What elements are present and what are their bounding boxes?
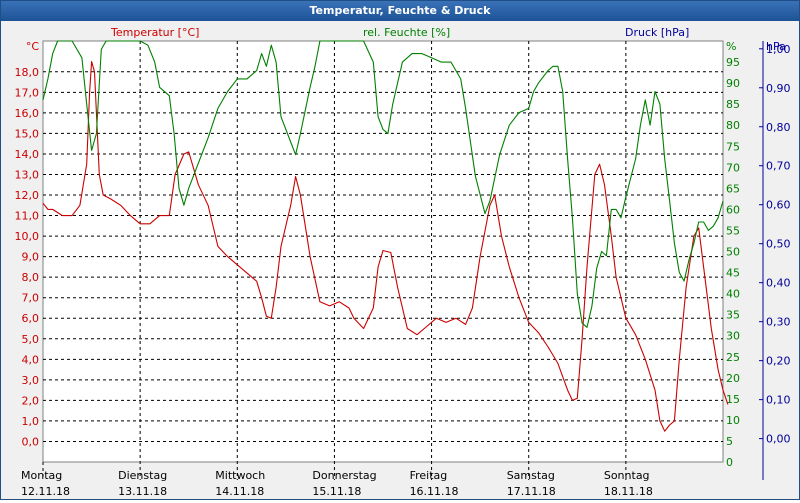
humidity-tick-label: 55 <box>726 224 740 237</box>
pressure-tick-label: 0,20 <box>766 355 791 368</box>
humidity-tick-label: 20 <box>726 372 740 385</box>
temperature-tick-label: 14,0 <box>15 148 40 161</box>
temperature-tick-label: 10,0 <box>15 230 40 243</box>
pressure-axis-label: Druck [hPa] <box>625 26 689 39</box>
temperature-tick-label: 2,0 <box>22 394 40 407</box>
temperature-tick-label: 6,0 <box>22 312 40 325</box>
temperature-tick-label: 7,0 <box>22 292 40 305</box>
temperature-tick-label: 9,0 <box>22 251 40 264</box>
day-date-label: 18.11.18 <box>604 485 653 498</box>
plot-panel: 0,0 1,0 2,0 3,0 4,0 5,0 6,0 7,0 8,0 9,0 10,0 11,0 12… <box>1 21 799 499</box>
humidity-tick-label: 35 <box>726 309 740 322</box>
temperature-series-line <box>42 60 729 432</box>
day-date-label: 17.11.18 <box>507 485 556 498</box>
temperature-tick-label: 1,0 <box>22 415 40 428</box>
humidity-tick-label: 30 <box>726 330 740 343</box>
day-date-label: 15.11.18 <box>312 485 361 498</box>
humidity-axis-label: rel. Feuchte [%] <box>363 26 450 39</box>
humidity-tick-label: 85 <box>726 98 740 111</box>
humidity-tick-label: 70 <box>726 161 740 174</box>
pressure-tick-label: 0,40 <box>766 277 791 290</box>
humidity-tick-label: 45 <box>726 267 740 280</box>
temperature-tick-label: 5,0 <box>22 333 40 346</box>
humidity-tick-label: 65 <box>726 182 740 195</box>
chart-title: Temperatur, Feuchte & Druck <box>1 1 799 21</box>
pressure-tick-label: 1,00 <box>766 43 791 56</box>
temperature-axis-label: Temperatur [°C] <box>110 26 199 39</box>
humidity-series-line <box>42 40 724 328</box>
temperature-tick-label: 18,0 <box>15 66 40 79</box>
day-date-label: 13.11.18 <box>118 485 167 498</box>
temperature-tick-label: 17,0 <box>15 86 40 99</box>
pressure-tick-label: 0,00 <box>766 433 791 446</box>
day-name-label: Dienstag <box>118 469 167 482</box>
humidity-tick-label: 5 <box>726 435 733 448</box>
day-date-label: 16.11.18 <box>410 485 459 498</box>
temperature-unit: °C <box>26 40 40 53</box>
humidity-tick-label: 25 <box>726 351 740 364</box>
humidity-tick-label: 90 <box>726 77 740 90</box>
humidity-tick-label: 95 <box>726 56 740 69</box>
pressure-tick-label: 0,90 <box>766 82 791 95</box>
pressure-unit: hPa <box>766 40 786 53</box>
temperature-tick-label: 4,0 <box>22 353 40 366</box>
humidity-tick-label: 40 <box>726 288 740 301</box>
pressure-tick-label: 0,50 <box>766 238 791 251</box>
humidity-tick-label: 50 <box>726 246 740 259</box>
day-name-label: Donnerstag <box>312 469 376 482</box>
day-name-label: Mittwoch <box>215 469 265 482</box>
day-name-label: Samstag <box>507 469 555 482</box>
temperature-tick-label: 3,0 <box>22 374 40 387</box>
temperature-tick-label: 0,0 <box>22 435 40 448</box>
humidity-tick-label: 15 <box>726 393 740 406</box>
temperature-tick-label: 11,0 <box>15 210 40 223</box>
temperature-tick-label: 8,0 <box>22 271 40 284</box>
humidity-tick-label: 0 <box>726 456 733 469</box>
humidity-tick-label: 10 <box>726 414 740 427</box>
pressure-tick-label: 0,70 <box>766 160 791 173</box>
pressure-tick-label: 0,10 <box>766 394 791 407</box>
temperature-tick-label: 16,0 <box>15 107 40 120</box>
humidity-tick-label: 75 <box>726 140 740 153</box>
chart-svg: 0,0 1,0 2,0 3,0 4,0 5,0 6,0 7,0 8,0 9,0 10,0 11,0 12… <box>15 26 791 498</box>
pressure-tick-label: 0,60 <box>766 199 791 212</box>
pressure-tick-label: 0,80 <box>766 121 791 134</box>
day-date-label: 14.11.18 <box>215 485 264 498</box>
humidity-tick-label: 60 <box>726 203 740 216</box>
day-date-label: 12.11.18 <box>21 485 70 498</box>
day-name-label: Sonntag <box>604 469 650 482</box>
temperature-tick-label: 15,0 <box>15 127 40 140</box>
temperature-tick-label: 13,0 <box>15 168 40 181</box>
temperature-tick-label: 12,0 <box>15 189 40 202</box>
pressure-tick-label: 0,30 <box>766 316 791 329</box>
humidity-unit: % <box>726 40 736 53</box>
day-name-label: Montag <box>21 469 62 482</box>
humidity-tick-label: 80 <box>726 119 740 132</box>
day-name-label: Freitag <box>410 469 448 482</box>
